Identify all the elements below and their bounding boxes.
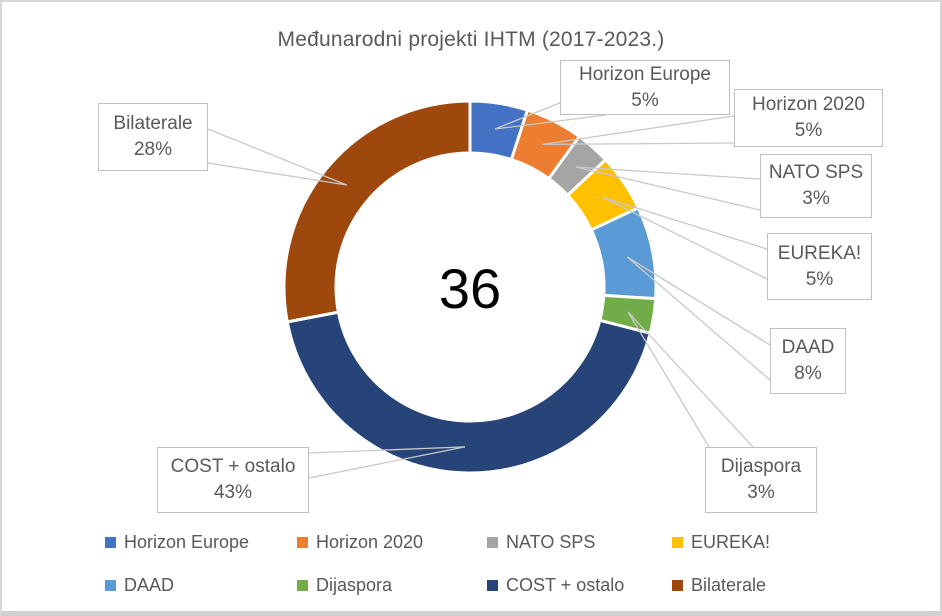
leader-line-bilaterale <box>207 128 347 186</box>
legend-label: NATO SPS <box>506 531 596 552</box>
callout-percent: 43% <box>213 482 253 503</box>
data-label-cost-ostalo: COST + ostalo 43% <box>157 447 309 513</box>
legend-label: EUREKA! <box>691 531 771 552</box>
legend-item-cost-ostalo: COST + ostalo <box>487 574 624 596</box>
leader-line-cost-ostalo <box>308 446 466 454</box>
callout-category: NATO SPS <box>768 162 864 183</box>
legend-label: Horizon Europe <box>124 531 250 552</box>
callout-percent: 28% <box>133 139 173 160</box>
legend-label: DAAD <box>124 574 175 595</box>
leader-line-dijaspora <box>627 311 754 448</box>
legend-label: Dijaspora <box>316 574 393 595</box>
legend-swatch <box>672 579 683 591</box>
leader-line-daad <box>626 256 771 346</box>
legend-swatch <box>105 536 116 548</box>
legend-item-daad: DAAD <box>105 574 174 596</box>
leader-line-horizon-europe <box>494 114 607 130</box>
callout-category: Horizon Europe <box>578 63 712 85</box>
legend-label: Bilaterale <box>691 574 767 595</box>
callout-percent: 3% <box>747 482 775 503</box>
legend-swatch <box>297 536 308 548</box>
callout-category: EUREKA! <box>777 242 862 264</box>
callout-category: COST + ostalo <box>170 456 296 477</box>
legend-swatch <box>487 579 498 591</box>
legend-label: COST + ostalo <box>506 574 625 595</box>
leader-line-eureka <box>602 196 768 250</box>
data-label-daad: DAAD 8% <box>770 328 846 394</box>
leader-line-bilaterale <box>207 162 347 186</box>
legend-label: Horizon 2020 <box>316 531 424 552</box>
data-label-horizon-2020: Horizon 2020 5% <box>734 89 883 147</box>
legend-swatch <box>672 536 683 548</box>
leader-line-nato-sps <box>575 166 761 180</box>
leader-line-dijaspora <box>627 311 710 448</box>
callout-category: Horizon 2020 <box>751 94 866 115</box>
donut-center-total: 36 <box>438 256 502 320</box>
slice-cost-ostalo <box>285 310 652 475</box>
callout-percent: 5% <box>805 268 834 290</box>
legend-item-bilaterale: Bilaterale <box>672 574 766 596</box>
callout-percent: 5% <box>631 89 659 111</box>
leader-line-nato-sps <box>575 166 761 211</box>
callout-percent: 8% <box>794 363 822 384</box>
legend-item-eureka: EUREKA! <box>672 531 770 553</box>
callout-percent: 3% <box>802 188 830 209</box>
callout-percent: 5% <box>794 120 823 141</box>
data-label-nato-sps: NATO SPS 3% <box>760 154 872 218</box>
legend-swatch <box>105 579 116 591</box>
leader-line-eureka <box>602 196 768 280</box>
data-label-dijaspora: Dijaspora 3% <box>705 447 817 513</box>
data-label-eureka: EUREKA! 5% <box>767 233 872 300</box>
leader-line-daad <box>626 256 771 381</box>
slice-bilaterale <box>282 99 472 324</box>
leader-line-cost-ostalo <box>308 446 466 479</box>
chart-title: Međunarodni projekti IHTM (2017-2023.) <box>277 28 665 51</box>
legend-item-nato-sps: NATO SPS <box>487 531 595 553</box>
legend-item-horizon-2020: Horizon 2020 <box>297 531 423 553</box>
callout-category: Dijaspora <box>720 456 802 477</box>
leader-line-horizon-2020 <box>542 115 735 146</box>
data-label-bilaterale: Bilaterale 28% <box>98 103 208 171</box>
legend-item-dijaspora: Dijaspora <box>297 574 392 596</box>
data-label-horizon-europe: Horizon Europe 5% <box>560 60 730 115</box>
callout-category: Bilaterale <box>113 113 193 134</box>
legend-swatch <box>297 579 308 591</box>
callout-category: DAAD <box>781 337 835 358</box>
leader-line-horizon-2020 <box>542 142 735 146</box>
leader-line-horizon-europe <box>494 101 563 130</box>
legend-item-horizon-europe: Horizon Europe <box>105 531 249 553</box>
legend-swatch <box>487 536 498 548</box>
